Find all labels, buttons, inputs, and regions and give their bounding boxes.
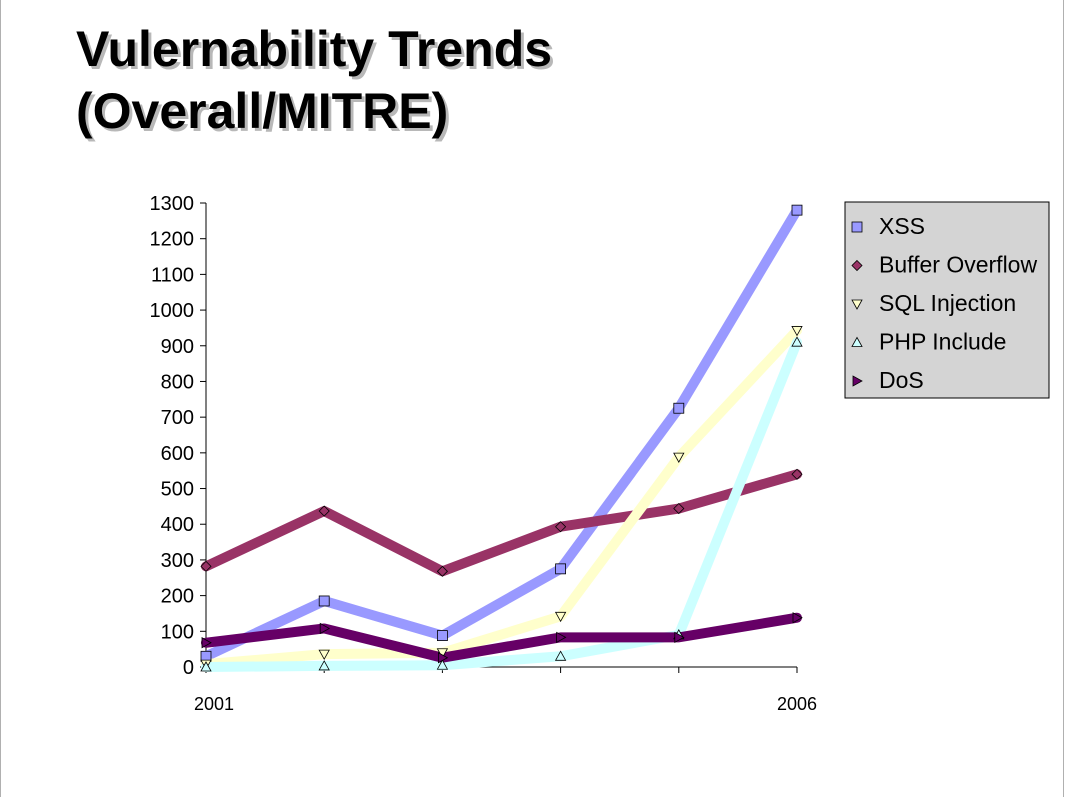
data-point-sql-injection [318,649,330,660]
x-tick-label: 2001 [194,694,234,714]
legend-entry-xss: XSS [879,213,925,239]
data-point-sql-injection [554,611,567,623]
y-tick-label: 400 [161,514,194,536]
y-tick-label: 100 [161,621,194,643]
data-point-xss [436,630,448,641]
data-point-dos [556,631,567,644]
legend-marker-php-include [851,336,863,347]
y-tick-label: 700 [161,407,194,429]
legend-marker-xss [851,221,863,233]
series-line-sql-injection [201,325,802,670]
legend-marker-sql-injection [851,299,863,310]
data-point-xss [555,563,566,575]
data-point-sql-injection [673,452,685,463]
x-tick-label: 2006 [777,694,817,714]
data-point-php-include [200,661,212,672]
data-point-dos [792,612,803,624]
data-point-php-include [436,659,449,670]
y-tick-label: 1300 [150,193,195,215]
data-point-xss [791,204,803,216]
legend-entry-buffer-overflow: Buffer Overflow [879,252,1037,278]
data-point-xss [318,595,330,607]
y-tick-label: 800 [161,371,194,393]
legend-entry-php-include: PHP Include [879,329,1006,355]
chart-axes: 0 100 200 300 400 500 600 700 800 900 1000 1100 1200… [150,193,818,714]
data-point-php-include [554,650,567,661]
y-tick-label: 1100 [151,264,194,286]
y-tick-label: 0 [183,657,194,679]
data-point-php-include [791,336,803,347]
data-point-xss [673,402,685,414]
legend-entry-dos: DoS [879,367,924,393]
legend-marker-buffer-overflow [851,259,863,272]
legend-box [844,201,1050,399]
data-point-sql-injection [791,326,803,337]
series-lines [201,205,802,672]
legend-marker-dos [852,375,863,387]
data-point-dos [437,652,449,664]
data-point-buffer-overflow [673,502,685,515]
data-point-dos [674,631,685,644]
y-tick-label: 200 [161,586,194,608]
data-point-php-include [318,660,330,671]
y-tick-label: 600 [161,443,194,465]
y-tick-label: 900 [161,336,194,358]
y-tick-label: 300 [161,550,194,572]
series-line-dos [201,612,802,663]
data-point-dos [319,622,331,635]
data-point-buffer-overflow [318,505,330,517]
slide-title-line-2: (Overall/MITRE) [76,83,449,139]
series-line-php-include [201,337,802,672]
y-tick-label: 1000 [150,300,195,322]
legend-entry-sql-injection: SQL Injection [879,290,1016,316]
data-point-dos [201,637,212,649]
y-tick-label: 1200 [150,229,195,251]
slide-title: Vulernability Trends (Overall/MITRE) [76,18,552,142]
slide-title-line-1: Vulernability Trends [76,21,553,77]
data-point-buffer-overflow [200,560,212,572]
data-point-buffer-overflow [555,521,567,533]
chart-legend: XSS Buffer Overflow SQL Injection PHP Inclu… [844,201,1050,399]
data-point-buffer-overflow [791,468,803,480]
y-tick-label: 500 [161,479,194,501]
series-markers [200,204,803,672]
series-line-buffer-overflow [201,469,802,577]
series-line-xss [201,205,802,662]
data-point-buffer-overflow [436,565,448,577]
